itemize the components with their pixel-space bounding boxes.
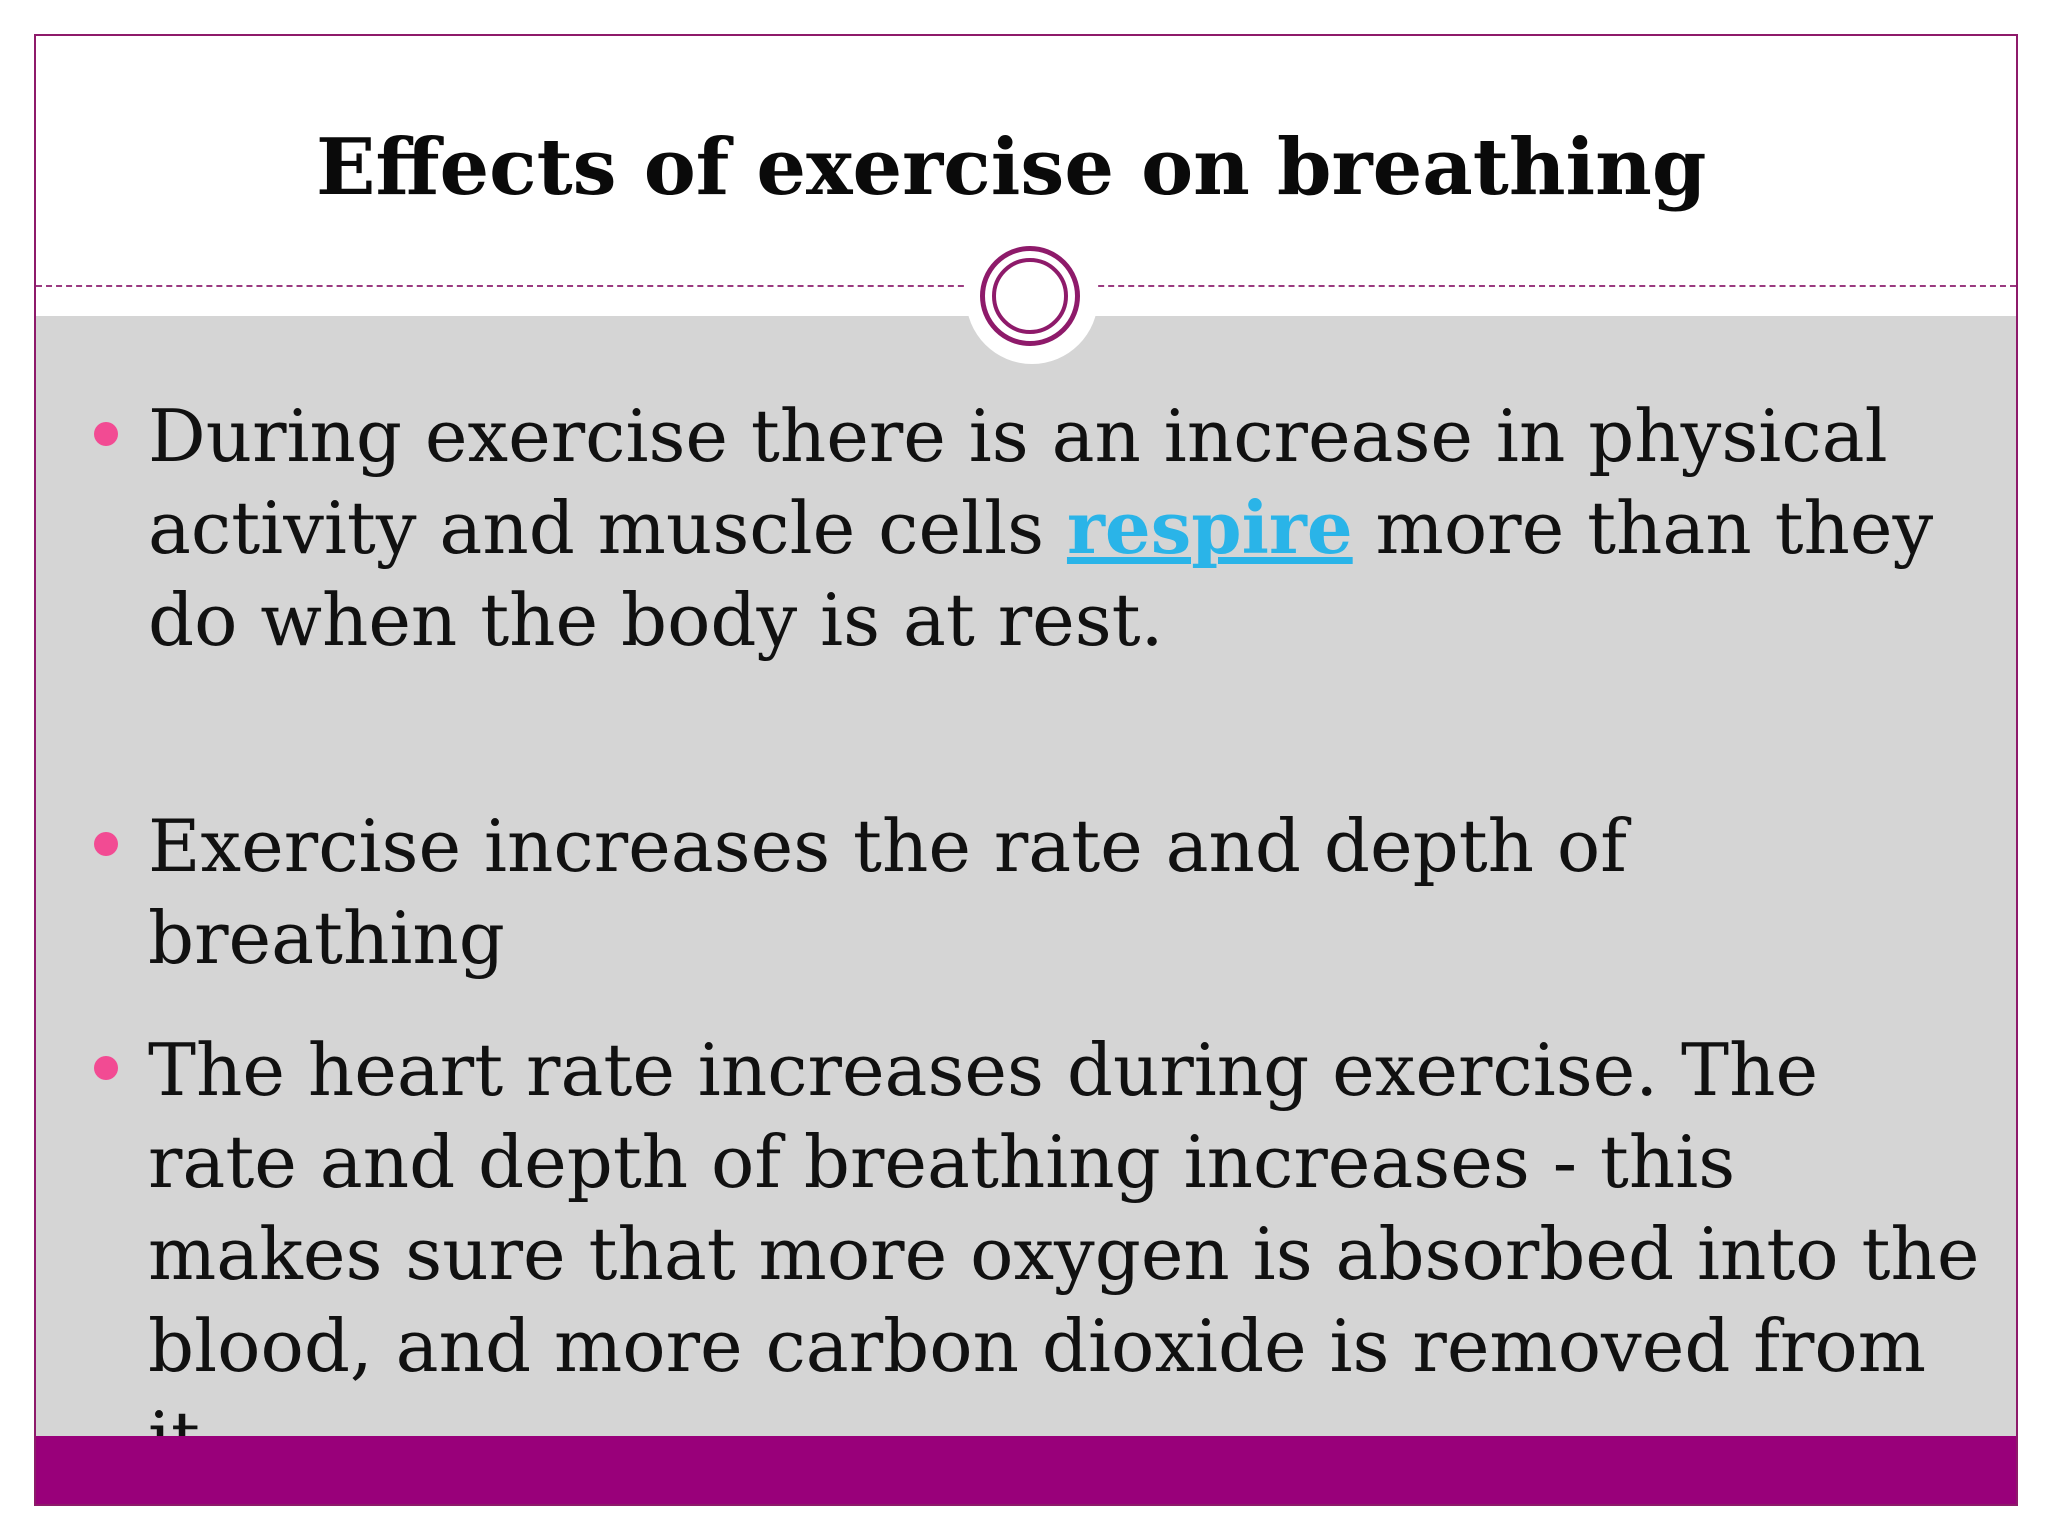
- bullet-text-2: Exercise increases the rate and depth of…: [148, 804, 1627, 980]
- slide-title: Effects of exercise on breathing: [316, 122, 1707, 213]
- bullet-text-after-link: more than they do when the body is at re…: [148, 486, 1934, 662]
- double-circle-ornament-inner: [992, 258, 1068, 334]
- dot-bullet-icon: [94, 832, 118, 856]
- respire-link[interactable]: respire: [1066, 485, 1353, 570]
- dot-bullet-icon: [94, 422, 118, 446]
- dot-bullet-icon: [94, 1056, 118, 1080]
- bullet-text-3: The heart rate increases during exercise…: [148, 1028, 1980, 1480]
- bullet-text-1: During exercise there is an increase in …: [148, 390, 1988, 666]
- slide: Effects of exercise on breathing During …: [34, 34, 2018, 1506]
- slide-content: During exercise there is an increase in …: [36, 316, 2016, 1480]
- bullet-text-before-link: During exercise there is an increase in …: [148, 394, 1888, 570]
- footer-bar: [36, 1436, 2016, 1504]
